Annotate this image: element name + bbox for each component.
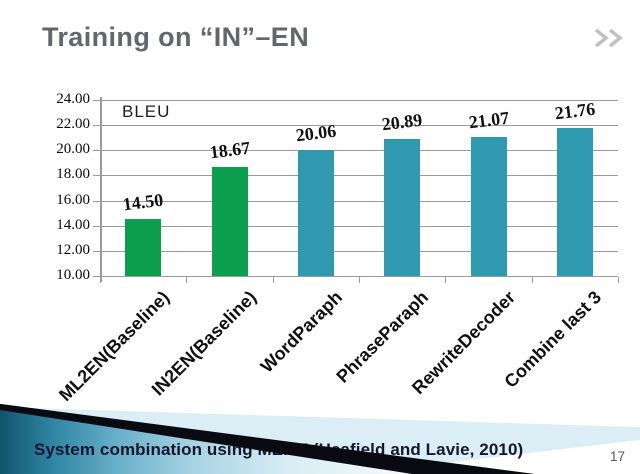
x-axis-category-label: Combine last 3 bbox=[500, 287, 605, 392]
x-axis-tick bbox=[445, 277, 447, 283]
y-axis-tick-label: 24.00 bbox=[56, 91, 90, 107]
x-axis-category-label: RewriteDecoder bbox=[407, 287, 519, 399]
y-axis-line bbox=[100, 97, 102, 282]
y-axis-tick-label: 12.00 bbox=[56, 241, 90, 258]
y-axis-tick-label: 14.00 bbox=[56, 216, 90, 233]
slide-title: Training on “IN”–EN bbox=[42, 22, 310, 52]
gridline bbox=[93, 250, 618, 252]
gridline bbox=[93, 200, 618, 202]
gridline bbox=[93, 276, 618, 277]
x-axis-category-label: WordParaph bbox=[256, 287, 346, 377]
bar-WordParaph bbox=[297, 149, 334, 276]
y-axis-tick-label: 22.00 bbox=[56, 116, 90, 133]
bar-PhraseParaph bbox=[384, 139, 421, 276]
bar-value-label: 21.07 bbox=[467, 107, 510, 133]
x-axis-tick bbox=[359, 277, 360, 283]
bar-value-label: 18.67 bbox=[208, 137, 251, 163]
x-axis-tick bbox=[531, 277, 533, 283]
gridline bbox=[93, 225, 618, 227]
gridline bbox=[93, 150, 618, 152]
footer-caption: System combination using MEMT (Heafield … bbox=[34, 440, 524, 459]
bar-ML2EN(Baseline) bbox=[125, 219, 162, 276]
y-axis-tick-label: 10.00 bbox=[56, 267, 90, 283]
x-axis-tick bbox=[272, 277, 274, 283]
bar-value-label: 14.50 bbox=[121, 190, 165, 215]
bar-value-label: 20.06 bbox=[294, 120, 338, 145]
x-axis-category-label: PhraseParaph bbox=[332, 287, 433, 387]
double-chevron-right-icon bbox=[594, 28, 623, 48]
y-axis-tick-label: 16.00 bbox=[56, 191, 90, 208]
y-axis-tick-label: 20.00 bbox=[56, 141, 90, 158]
bar-IN2EN(Baseline) bbox=[211, 167, 248, 276]
chart-legend-label: BLEU bbox=[122, 102, 171, 121]
x-axis-category-label: ML2EN(Baseline) bbox=[55, 287, 174, 406]
page-number: 17 bbox=[610, 449, 626, 464]
x-axis-tick bbox=[100, 277, 101, 283]
x-axis-tick bbox=[186, 277, 188, 283]
x-axis-category-label: IN2EN(Baseline) bbox=[147, 287, 260, 400]
x-axis-tick bbox=[618, 277, 619, 283]
gridline bbox=[93, 100, 618, 101]
y-axis-tick-label: 18.00 bbox=[56, 166, 90, 183]
bar-RewriteDecoder bbox=[470, 136, 507, 276]
gridline bbox=[93, 125, 618, 127]
bar-value-label: 20.89 bbox=[380, 109, 424, 135]
bar-value-label: 21.76 bbox=[553, 98, 597, 124]
bar-Combine last 3 bbox=[556, 128, 593, 276]
gridline bbox=[93, 175, 618, 177]
